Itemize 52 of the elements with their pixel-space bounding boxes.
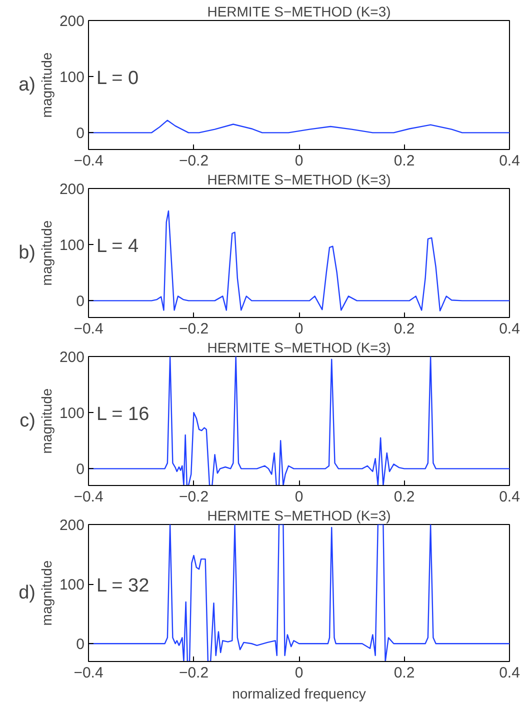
x-tick-label: 0 — [294, 320, 304, 338]
x-tick-label: −0.4 — [74, 152, 104, 170]
x-tick-label: 0 — [294, 664, 304, 682]
x-tick-label: −0.4 — [74, 664, 104, 682]
y-tick-label: 0 — [76, 125, 84, 142]
y-axis-title: magnitude — [38, 52, 54, 118]
chart-title: HERMITE S−METHOD (K=3) — [207, 4, 391, 20]
annotation: L = 16 — [96, 404, 150, 426]
y-tick-label: 200 — [59, 349, 85, 366]
y-tick-label: 200 — [59, 13, 85, 30]
y-tick-label: 0 — [76, 636, 84, 654]
y-axis-title: magnitude — [38, 220, 54, 286]
x-tick-label: −0.4 — [74, 488, 104, 506]
x-tick-label: 0.2 — [394, 488, 415, 506]
y-axis-title: magnitude — [38, 560, 54, 626]
y-tick-label: 0 — [76, 461, 84, 478]
chart-title: HERMITE S−METHOD (K=3) — [207, 172, 391, 188]
y-axis-title: magnitude — [38, 388, 54, 454]
x-tick-label: 0.4 — [499, 320, 520, 338]
x-axis-title: normalized frequency — [232, 686, 366, 702]
x-tick-label: 0 — [294, 488, 304, 506]
x-tick-label: −0.2 — [178, 488, 209, 506]
annotation: L = 32 — [96, 576, 150, 597]
x-tick-label: 0.4 — [499, 152, 520, 170]
x-tick-label: 0.4 — [499, 664, 520, 682]
x-tick-label: 0 — [294, 152, 304, 170]
x-tick-label: 0.2 — [394, 664, 415, 682]
y-tick-label: 100 — [59, 237, 85, 254]
x-tick-label: 0.2 — [394, 320, 415, 338]
line-series — [88, 120, 510, 134]
line-series — [88, 356, 510, 486]
y-tick-label: 100 — [59, 69, 85, 86]
y-tick-label: 100 — [59, 576, 85, 594]
y-tick-label: 200 — [59, 181, 85, 198]
text: b) — [18, 242, 36, 264]
y-tick-label: 200 — [59, 517, 85, 534]
chart-title: HERMITE S−METHOD (K=3) — [207, 340, 391, 356]
text: d) — [18, 582, 36, 604]
y-tick-label: 100 — [59, 405, 85, 422]
annotation: L = 4 — [96, 236, 140, 258]
x-tick-label: −0.2 — [178, 320, 209, 338]
text: c) — [20, 410, 36, 432]
x-tick-label: 0.2 — [394, 152, 415, 170]
annotation: L = 0 — [96, 68, 139, 90]
x-tick-label: −0.2 — [178, 152, 209, 170]
x-tick-label: 0.4 — [499, 488, 520, 506]
line-series — [88, 210, 510, 312]
y-tick-label: 0 — [76, 293, 84, 310]
text: a) — [18, 74, 36, 96]
x-tick-label: −0.2 — [178, 664, 209, 682]
chart-title: HERMITE S−METHOD (K=3) — [207, 508, 391, 524]
x-tick-label: −0.4 — [74, 320, 104, 338]
